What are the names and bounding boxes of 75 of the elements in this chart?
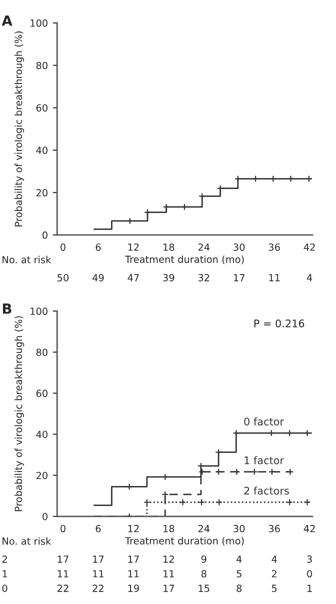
text: 4 [272, 556, 277, 563]
text: 39 [163, 274, 174, 282]
x-tick-label: 12 [128, 524, 139, 532]
text: B [2, 304, 12, 314]
text: 19 [128, 584, 139, 592]
x-tick-label: 42 [304, 243, 315, 251]
x-tick-label: 0 [60, 243, 66, 251]
text: 11 [269, 274, 280, 282]
x-tick-label: 18 [164, 524, 174, 532]
text: 22 [58, 584, 68, 592]
text: 5 [236, 570, 242, 578]
text: 32 [198, 274, 210, 282]
text: No. at risk [2, 537, 52, 545]
x-tick-label: 36 [268, 524, 280, 532]
text: 17 [93, 556, 104, 563]
text: 17 [164, 584, 174, 592]
x-tick-label: 30 [234, 524, 245, 532]
x-tick-label: 36 [268, 243, 280, 251]
y-tick-label: 80 [36, 62, 48, 70]
x-axis-title: Treatment duration (mo) [124, 536, 244, 546]
x-tick-label: 6 [96, 243, 101, 251]
text: 4 [306, 274, 312, 282]
text: 9 [201, 555, 206, 563]
x-tick-label: 42 [304, 524, 315, 532]
text: 11 [164, 570, 174, 578]
text: 0 [2, 584, 8, 592]
x-tick-label: 6 [96, 524, 101, 532]
series-label: 0 factor [244, 417, 284, 426]
text: 4 [236, 556, 242, 563]
text: 8 [236, 584, 242, 592]
text: 1 [2, 570, 7, 578]
y-tick-label: 20 [36, 189, 48, 196]
text: 17 [128, 556, 139, 563]
text: 5 [272, 584, 277, 592]
y-tick-label: 80 [36, 348, 48, 356]
annotation: P = 0.216 [254, 319, 304, 328]
y-tick-label: 100 [30, 308, 48, 315]
text: 15 [198, 584, 210, 592]
y-tick-label: 60 [36, 104, 48, 112]
text: A [2, 15, 12, 26]
y-tick-label: 0 [42, 231, 48, 239]
y-axis-title: Probability of virologic breakthrough (%) [14, 31, 24, 226]
text: 17 [58, 556, 68, 563]
text: 0 [307, 570, 312, 578]
x-axis-title: Treatment duration (mo) [124, 255, 244, 264]
text: 3 [307, 555, 312, 563]
y-tick-label: 60 [36, 390, 48, 398]
x-tick-label: 18 [164, 243, 174, 251]
x-tick-label: 0 [60, 524, 66, 532]
y-tick-label: 100 [30, 19, 48, 27]
y-tick-label: 20 [36, 472, 48, 480]
text: 11 [58, 570, 68, 578]
y-axis-title: Probability of virologic breakthrough (%) [14, 316, 24, 512]
text: 12 [164, 555, 174, 563]
text: 2 [2, 555, 7, 563]
text: 49 [92, 274, 104, 282]
text: 11 [93, 570, 104, 578]
text: No. at risk [2, 256, 52, 264]
x-tick-label: 24 [198, 243, 210, 251]
text: 11 [128, 570, 139, 578]
series-label: 1 factor [244, 456, 284, 464]
text: 1 [308, 584, 312, 592]
series-label: 2 factors [244, 486, 289, 495]
x-tick-label: 30 [234, 243, 245, 251]
y-tick-label: 40 [36, 430, 48, 438]
text: 50 [58, 274, 69, 282]
y-tick-label: 0 [42, 512, 48, 520]
text: 47 [128, 274, 139, 282]
text: 17 [234, 274, 244, 282]
text: 8 [201, 570, 206, 578]
x-tick-label: 24 [198, 524, 210, 532]
text: 22 [92, 584, 104, 592]
text: 2 [272, 570, 276, 578]
y-tick-label: 40 [36, 146, 48, 154]
x-tick-label: 12 [128, 243, 139, 251]
